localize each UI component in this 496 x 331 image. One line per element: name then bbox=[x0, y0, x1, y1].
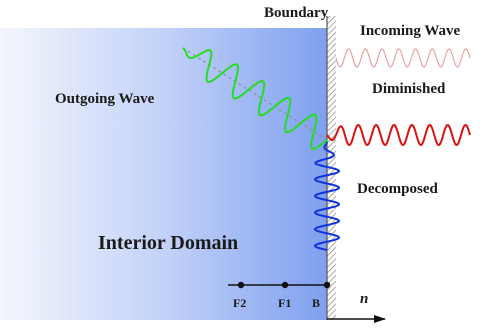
outgoing-wave-axis bbox=[182, 47, 328, 141]
point-f1 bbox=[281, 281, 289, 289]
diminished-label: Diminished bbox=[372, 81, 446, 97]
incoming-wave bbox=[326, 124, 471, 146]
diminished-wave bbox=[335, 48, 471, 68]
boundary-label: Boundary bbox=[264, 5, 329, 21]
interior-domain-label: Interior Domain bbox=[98, 232, 238, 254]
point-f2-label: F2 bbox=[233, 296, 246, 310]
normal-n-label: n bbox=[360, 291, 368, 307]
outgoing-wave-label: Outgoing Wave bbox=[55, 91, 155, 107]
interior-domain-region bbox=[0, 28, 327, 320]
point-f2 bbox=[237, 281, 245, 289]
incoming-wave-label: Incoming Wave bbox=[360, 23, 460, 39]
point-b bbox=[323, 281, 331, 289]
point-f1-label: F1 bbox=[278, 296, 291, 310]
outgoing-wave bbox=[182, 47, 328, 150]
decomposed-label: Decomposed bbox=[357, 181, 438, 197]
decomposed-wave bbox=[313, 141, 341, 251]
point-b-label: B bbox=[312, 296, 320, 310]
